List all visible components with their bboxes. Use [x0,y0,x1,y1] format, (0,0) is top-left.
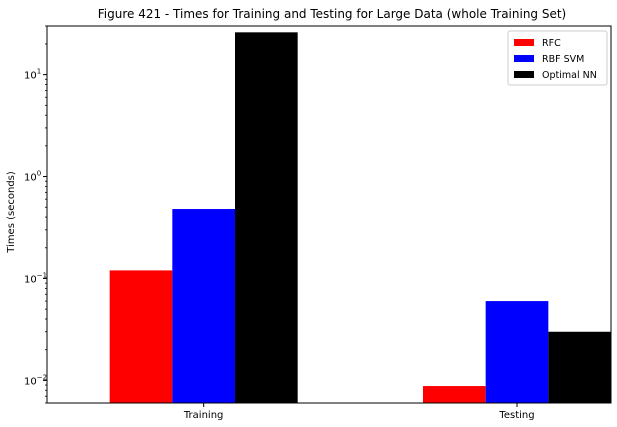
bar-rbf-svm-training [172,209,235,403]
axis-ticks-layer: Training Testing 10−2 10−1 100 101 [24,25,535,421]
legend-swatch-rbf-svm [514,55,534,62]
x-tick-label: Training [183,410,223,421]
legend-label-optimal-nn: Optimal NN [542,70,597,81]
legend: RFC RBF SVM Optimal NN [507,30,608,86]
bar-rfc-testing [423,386,486,403]
bar-rfc-training [109,270,173,403]
chart-title: Figure 421 - Times for Training and Test… [98,7,567,21]
legend-label-rfc: RFC [542,38,561,49]
legend-swatch-rfc [514,39,534,46]
bar-optimal-nn-testing [548,331,611,403]
bar-optimal-nn-training [235,32,298,403]
y-tick-label: 100 [24,170,41,184]
x-tick-label: Testing [498,410,534,421]
bar-rbf-svm-testing [485,301,549,403]
y-tick-label: 101 [24,68,41,82]
y-tick-label: 10−1 [24,271,47,285]
plot-area-frame [46,25,612,404]
bars-layer [109,32,611,403]
legend-swatch-optimal-nn [514,71,534,78]
legend-label-rbf-svm: RBF SVM [542,54,584,65]
y-axis-label: Times (seconds) [6,171,17,254]
y-tick-label: 10−2 [24,373,47,387]
